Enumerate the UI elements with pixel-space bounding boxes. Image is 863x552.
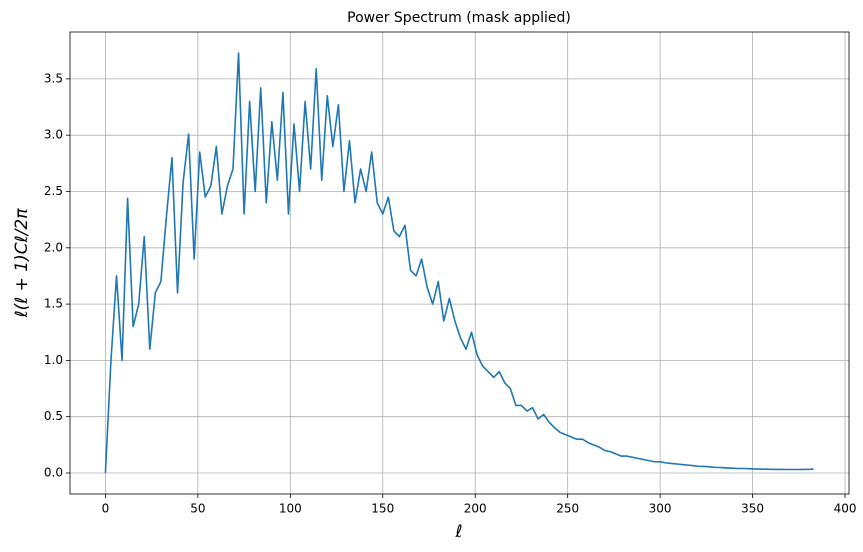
plot-frame	[69, 31, 850, 495]
y-tick-label: 3.0	[44, 128, 63, 142]
x-tick-label: 0	[102, 502, 110, 516]
x-tick-label: 150	[371, 502, 394, 516]
y-tick-label: 2.5	[44, 184, 63, 198]
x-tick-label: 400	[834, 502, 857, 516]
x-tick-label: 250	[556, 502, 579, 516]
x-axis-label: ℓ	[454, 522, 462, 542]
x-tick-label: 350	[741, 502, 764, 516]
y-axis-label: ℓ(ℓ + 1)Cℓ/2π	[12, 208, 32, 319]
y-tick-label: 1.5	[44, 297, 63, 311]
x-tick-label: 200	[464, 502, 487, 516]
x-tick-label: 50	[190, 502, 205, 516]
y-tick-label: 2.0	[44, 240, 63, 254]
x-tick-label: 100	[279, 502, 302, 516]
data-line	[104, 52, 814, 474]
y-tick-label: 0.5	[44, 409, 63, 423]
y-tick-label: 3.5	[44, 71, 63, 85]
chart-title: Power Spectrum (mask applied)	[347, 10, 571, 26]
y-tick-label: 1.0	[44, 353, 63, 367]
y-tick-label: 0.0	[44, 466, 63, 480]
x-tick-label: 300	[649, 502, 672, 516]
